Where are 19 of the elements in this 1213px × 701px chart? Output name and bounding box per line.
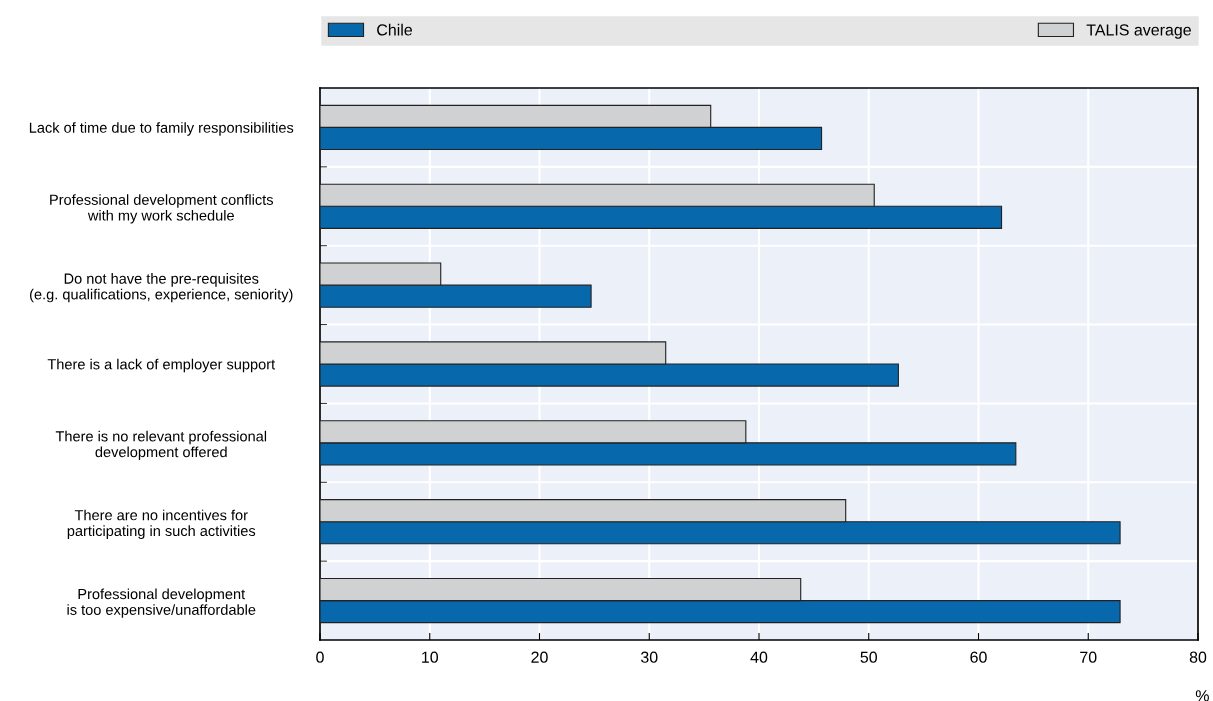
x-tick-label: 60 — [970, 651, 987, 663]
y-tick-label: Professional development conflicts with my work schedule — [50, 194, 273, 224]
legend-label: TALIS average — [1086, 24, 1191, 39]
y-tick-label: Professional development is too expensive/unaffordable — [67, 588, 256, 618]
x-axis-title: % — [1195, 690, 1209, 701]
x-tick-label: 70 — [1080, 651, 1097, 663]
x-tick-label: 30 — [640, 651, 658, 663]
y-tick-label: There is a lack of employer support — [47, 358, 276, 373]
x-tick-label: 10 — [422, 651, 439, 663]
x-tick-label: 80 — [1189, 651, 1207, 663]
legend-label: Chile — [377, 23, 412, 36]
x-tick-label: 20 — [531, 651, 548, 663]
x-tick-label: 0 — [316, 651, 324, 663]
y-tick-label: There are no incentives for participating in such activities — [67, 509, 256, 539]
y-tick-label: There is no relevant professional development offered — [55, 430, 267, 461]
y-tick-label: Lack of time due to family responsibilities — [29, 122, 294, 136]
x-tick-label: 50 — [860, 651, 878, 663]
y-tick-label: Do not have the pre-requisites (e.g. qualifications, experience, seniority) — [30, 273, 293, 303]
x-tick-label: 40 — [750, 651, 768, 663]
